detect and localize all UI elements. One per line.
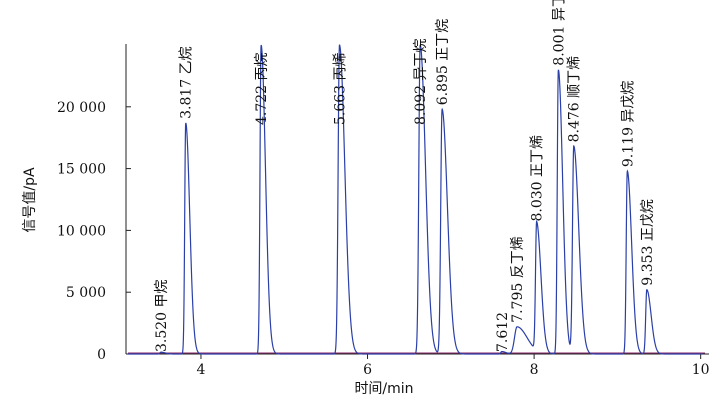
peak-label: 3.817 乙烷 — [179, 46, 195, 119]
axes: 0 5 000 10 000 15 000 20 000 4 6 8 10 — [57, 44, 710, 378]
peak-label: 6.895 正丁烷 — [435, 19, 451, 106]
x-tick-label: 4 — [196, 362, 205, 378]
y-tick-label: 5 000 — [66, 285, 106, 301]
y-tick-label: 20 000 — [57, 100, 106, 116]
peak-label: 8.092 异丁烷 — [413, 38, 429, 125]
trace-group — [127, 43, 705, 355]
peak-label: 4.722 丙烷 — [254, 52, 270, 125]
peak-label: 8.476 顺丁烯 — [567, 56, 583, 143]
peak-label: 8.001 异丁烯 — [551, 0, 567, 66]
y-tick-label: 15 000 — [57, 162, 106, 178]
peak-label: 7.612 — [495, 312, 511, 352]
signal-trace — [127, 43, 703, 355]
y-axis-title: 信号值/pA — [22, 167, 38, 233]
x-axis-title: 时间/min — [354, 381, 413, 397]
peak-label: 9.353 正戊烷 — [640, 199, 656, 286]
x-tick-label: 10 — [692, 362, 710, 378]
y-tick-label: 0 — [97, 347, 106, 363]
x-tick-label: 6 — [363, 362, 372, 378]
x-tick-label: 8 — [530, 362, 539, 378]
peak-label: 3.520 甲烷 — [154, 279, 170, 352]
peak-label: 7.795 反丁烯 — [510, 236, 526, 323]
peak-label: 5.663 丙烯 — [333, 52, 349, 125]
peak-labels: 3.520 甲烷 3.817 乙烷 4.722 丙烷 5.663 丙烯 8.092 异丁… — [154, 0, 656, 352]
peak-label: 8.030 正丁烯 — [530, 135, 546, 222]
peak-label: 9.119 异戊烷 — [620, 81, 636, 168]
y-tick-label: 10 000 — [57, 223, 106, 239]
